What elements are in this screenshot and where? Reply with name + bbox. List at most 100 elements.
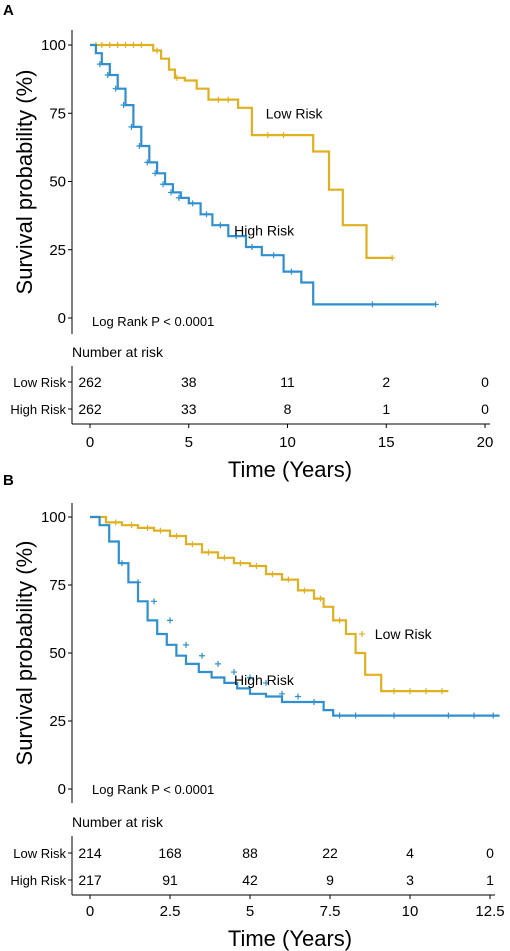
panel-a-low-risk-censor-mark bbox=[130, 42, 137, 48]
panel-b-high-risk-censor-mark bbox=[336, 712, 343, 719]
panel-b-y-axis-label: Survival probability (%) bbox=[12, 541, 37, 766]
panel-a-low-risk-censor-mark bbox=[114, 42, 121, 48]
panel-a-y-tick-label: 50 bbox=[49, 174, 66, 191]
panel-a-high-risk-censor-mark bbox=[96, 61, 103, 68]
panel-a-high-risk-censor-mark bbox=[152, 170, 159, 177]
panel-a-x-tick-label: 20 bbox=[477, 434, 494, 451]
panel-b-low-risk-censor-mark bbox=[221, 554, 228, 561]
panel-a-risk-value: 0 bbox=[481, 374, 489, 390]
panel-b-low-risk-censor-mark bbox=[336, 617, 343, 624]
panel-b-high-risk-censor-mark bbox=[445, 712, 452, 719]
panel-b-low-risk-censor-mark bbox=[269, 571, 276, 578]
panel-a-low-risk-censor-mark bbox=[122, 42, 129, 48]
panel-a-low-risk-curve bbox=[90, 43, 393, 259]
panel-a-high-risk-censor-mark bbox=[175, 194, 182, 201]
panel-a-x-axis-label: Time (Years) bbox=[228, 457, 352, 482]
panel-b-low-risk-censor-mark bbox=[189, 541, 196, 548]
panel-a-risk-value: 262 bbox=[78, 374, 102, 390]
panel-b-x-tick-label: 7.5 bbox=[320, 903, 341, 920]
panel-a-high-risk-censor-mark bbox=[233, 233, 240, 240]
panel-b-high-risk-curve bbox=[90, 515, 500, 717]
panel-b-low-risk-censor-mark bbox=[253, 562, 260, 569]
panel-a-high-risk-curve bbox=[90, 43, 436, 306]
panel-b-x-tick-label: 0 bbox=[86, 903, 94, 920]
panel-b-letter: B bbox=[3, 472, 14, 489]
panel-b-high-risk-censor-mark bbox=[352, 712, 359, 719]
panel-a-risk-value: 0 bbox=[481, 401, 489, 417]
panel-b-x-tick-label: 5 bbox=[246, 903, 254, 920]
panel-a-high-risk-censor-mark bbox=[203, 211, 210, 218]
panel-a-y-tick-label: 0 bbox=[58, 310, 66, 327]
panel-a-risk-value: 2 bbox=[382, 374, 390, 390]
panel-b-x-tick-label: 10 bbox=[402, 903, 419, 920]
panel-b-x-axis-label: Time (Years) bbox=[228, 926, 352, 951]
panel-b-risk-row-label: Low Risk bbox=[13, 846, 66, 861]
panel-a-low-risk-censor-mark bbox=[138, 42, 145, 48]
panel-a-low-risk-label: Low Risk bbox=[266, 105, 324, 121]
panel-b-risk-value: 9 bbox=[326, 872, 334, 888]
panel-b-high-risk-censor-mark bbox=[231, 669, 237, 676]
panel-a-high-risk-censor-mark bbox=[217, 222, 224, 229]
panel-a-low-risk-censor-mark bbox=[154, 47, 161, 54]
panel-b-risk-value: 0 bbox=[486, 845, 494, 861]
panel-b-low-risk-censor-mark bbox=[439, 688, 445, 695]
panel-b-high-risk-label: High Risk bbox=[234, 672, 295, 688]
panel-b-low-risk-censor-mark bbox=[359, 630, 365, 637]
panel-a-low-risk-censor-mark bbox=[173, 74, 180, 81]
panel-b-axes: 0 25 50 75 100 bbox=[41, 503, 73, 803]
panel-b-low-risk-censor-mark bbox=[128, 522, 135, 529]
panel-b-low-risk-censor-mark bbox=[112, 519, 119, 526]
panel-b-high-risk-censor-mark bbox=[471, 712, 477, 719]
panel-a-y-axis-label: Survival probability (%) bbox=[12, 70, 37, 295]
panel-a-high-risk-censor-mark bbox=[128, 123, 135, 130]
panel-b-risk-value: 168 bbox=[158, 845, 182, 861]
panel-a-high-risk-censor-mark bbox=[167, 189, 174, 196]
panel-a-x-tick-label: 0 bbox=[86, 434, 94, 451]
panel-b-risk-value: 22 bbox=[322, 845, 338, 861]
panel-b-high-risk-censor-mark bbox=[263, 679, 269, 686]
panel-a-low-risk-censor-mark bbox=[389, 254, 396, 261]
panel-a-risk-value: 262 bbox=[78, 401, 102, 417]
panel-b-low-risk-censor-mark bbox=[423, 688, 429, 695]
panel-a-high-risk-censor-mark bbox=[136, 143, 143, 150]
panel-b-risk-value: 4 bbox=[406, 845, 414, 861]
panel-b-low-risk-label: Low Risk bbox=[375, 626, 433, 642]
panel-b-low-risk-censor-mark bbox=[285, 576, 292, 583]
panel-b-x-tick-label: 12.5 bbox=[475, 903, 504, 920]
panel-a-y-tick-label: 25 bbox=[49, 242, 66, 259]
panel-b-curves: Low Risk High Risk bbox=[90, 515, 500, 719]
panel-b-high-risk-censor-mark bbox=[391, 712, 397, 719]
panel-b-y-tick-label: 50 bbox=[49, 645, 66, 662]
panel-b-y-tick-label: 75 bbox=[49, 577, 66, 594]
panel-b-risk-value: 88 bbox=[242, 845, 258, 861]
panel-b-high-risk-censor-mark bbox=[215, 660, 221, 667]
panel-a-high-risk-censor-mark bbox=[112, 85, 119, 92]
panel-a-low-risk-censor-mark bbox=[98, 42, 105, 48]
panel-a-high-risk-censor-mark bbox=[288, 268, 295, 275]
panel-b-y-tick-label: 25 bbox=[49, 713, 66, 730]
panel-b-high-risk-censor-mark bbox=[247, 674, 253, 681]
panel-a-risk-value: 11 bbox=[280, 374, 295, 390]
panel-a-x-tick-label: 10 bbox=[279, 434, 296, 451]
panel-a-low-risk-censor-mark bbox=[280, 132, 287, 139]
panel-b-log-rank-annotation: Log Rank P < 0.0001 bbox=[92, 782, 214, 797]
panel-b-high-risk-censor-mark bbox=[151, 598, 157, 605]
panel-b-risk-value: 1 bbox=[486, 872, 494, 888]
panel-b-high-risk-censor-mark bbox=[183, 641, 189, 648]
panel-a-low-risk-censor-mark bbox=[264, 132, 271, 139]
panel-a-high-risk-censor-mark bbox=[120, 102, 127, 109]
panel-b-high-risk-censor-mark bbox=[199, 652, 205, 659]
panel-a-high-risk-censor-mark bbox=[270, 252, 277, 259]
panel-a-risk-table-title: Number at risk bbox=[72, 344, 164, 360]
panel-b-low-risk-censor-mark bbox=[157, 527, 164, 534]
panel-a-low-risk-censor-mark bbox=[106, 42, 113, 48]
panel-b-risk-value: 42 bbox=[242, 872, 258, 888]
panel-a-y-tick-label: 100 bbox=[41, 37, 66, 54]
panel-b-low-risk-curve bbox=[90, 515, 449, 693]
panel-a-risk-row-label: High Risk bbox=[10, 402, 66, 417]
panel-b-risk-table-title: Number at risk bbox=[72, 814, 164, 830]
panel-a-y-tick-label: 75 bbox=[49, 105, 66, 122]
